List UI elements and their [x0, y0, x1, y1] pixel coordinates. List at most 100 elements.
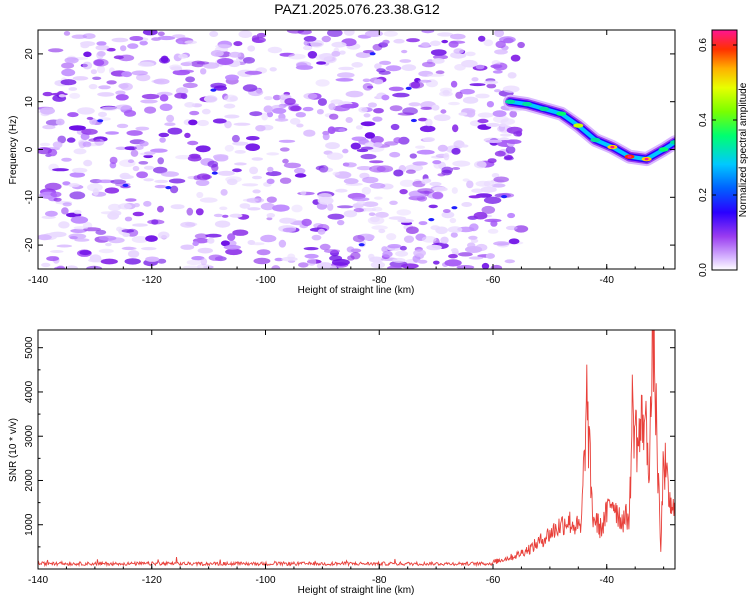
heatmap-noise-blob [327, 213, 345, 220]
heatmap-noise-blob [272, 204, 290, 212]
heatmap-noise-blob [193, 175, 201, 181]
heatmap-noise-blob [201, 174, 212, 180]
heatmap-noise-blob [266, 152, 280, 156]
heatmap-noise-blob [153, 78, 170, 85]
heatmap-noise-blob [249, 166, 259, 175]
heatmap-noise-blob [499, 123, 507, 127]
heatmap-noise-blob [98, 85, 111, 90]
heatmap-noise-blob [327, 30, 343, 37]
heatmap-noise-blob [450, 33, 466, 40]
heatmap-noise-blob [300, 190, 307, 196]
heatmap-noise-blob [279, 217, 294, 224]
heatmap-noise-blob [344, 162, 357, 168]
heatmap-noise-blob [307, 258, 317, 266]
heatmap-noise-blob [487, 158, 497, 164]
heatmap-noise-blob [494, 150, 506, 157]
heatmap-noise-blob [68, 87, 78, 91]
heatmap-noise-blob [416, 149, 435, 155]
heatmap-noise-blob [168, 178, 186, 184]
heatmap-noise-blob [68, 183, 80, 188]
heatmap-noise-blob [263, 96, 273, 101]
heatmap-noise-blob [315, 79, 330, 87]
heatmap-noise-blob [514, 225, 529, 233]
heatmap-noise-blob [421, 42, 430, 47]
heatmap-y-label: Frequency (Hz) [8, 116, 19, 185]
heatmap-noise-blob [73, 148, 87, 155]
heatmap-noise-blob [227, 233, 236, 241]
heatmap-noise-blob [385, 65, 402, 72]
heatmap-noise-blob [266, 178, 275, 184]
snr-y-tick-label: 1000 [24, 513, 35, 536]
heatmap-noise-blob [279, 147, 290, 152]
colorbar [711, 29, 738, 271]
heatmap-noise-blob [49, 231, 67, 238]
heatmap-ridge-point [573, 123, 584, 128]
heatmap-noise-blob [382, 39, 390, 45]
heatmap-noise-blob [399, 179, 415, 187]
heatmap-noise-blob [473, 211, 488, 220]
heatmap-noise-blob [475, 64, 485, 70]
heatmap-noise-blob [492, 110, 507, 117]
heatmap-noise-blob [184, 132, 191, 138]
heatmap-noise-blob [316, 262, 334, 269]
heatmap-noise-blob [220, 240, 230, 247]
heatmap-noise-blob [143, 200, 152, 207]
heatmap-noise-blob [316, 109, 324, 115]
colorbar-tick-label: 0.2 [698, 188, 709, 202]
heatmap-noise-peak [501, 195, 508, 199]
heatmap-noise-blob [422, 137, 435, 142]
heatmap-noise-blob [406, 38, 420, 43]
heatmap-noise-blob [117, 203, 132, 210]
heatmap-noise-blob [136, 73, 151, 82]
heatmap-noise-blob [157, 31, 165, 37]
heatmap-noise-blob [96, 179, 115, 184]
heatmap-noise-blob [435, 226, 448, 235]
heatmap-noise-blob [360, 146, 374, 150]
heatmap-noise-blob [492, 70, 503, 74]
heatmap-noise-blob [224, 120, 232, 129]
heatmap-noise-blob [157, 205, 164, 213]
heatmap-y-tick-label: 0 [24, 146, 35, 152]
heatmap-noise-blob [468, 256, 484, 260]
heatmap-noise-blob [261, 112, 269, 121]
heatmap-noise-blob [335, 188, 348, 193]
heatmap-noise-blob [459, 88, 475, 95]
heatmap-noise-blob [98, 111, 107, 118]
heatmap-noise-blob [124, 146, 137, 151]
heatmap-noise-blob [65, 265, 78, 269]
heatmap-noise-blob [159, 137, 166, 143]
heatmap-noise-blob [483, 80, 499, 85]
heatmap-noise-blob [58, 221, 70, 229]
heatmap-noise-blob [480, 186, 497, 193]
heatmap-noise-blob [177, 40, 184, 45]
heatmap-noise-blob [251, 37, 266, 43]
heatmap-noise-blob [42, 91, 53, 97]
heatmap-noise-blob [195, 145, 211, 153]
heatmap-noise-blob [253, 257, 271, 265]
heatmap-noise-blob [502, 85, 520, 93]
heatmap-noise-blob [361, 186, 372, 195]
heatmap-noise-blob [437, 32, 453, 37]
heatmap-noise-blob [82, 61, 93, 70]
heatmap-noise-blob [188, 119, 198, 126]
heatmap-noise-blob [331, 50, 341, 57]
heatmap-noise-blob [421, 236, 437, 243]
heatmap-noise-blob [507, 212, 516, 219]
heatmap-noise-blob [298, 262, 309, 268]
heatmap-layer [38, 30, 675, 269]
heatmap-noise-blob [337, 72, 355, 78]
heatmap-y-tick-label: 10 [24, 96, 35, 108]
heatmap-noise-blob [93, 58, 109, 67]
heatmap-noise-blob [131, 236, 149, 243]
heatmap-noise-blob [62, 181, 71, 186]
heatmap-noise-blob [271, 265, 281, 269]
heatmap-noise-blob [478, 35, 486, 42]
heatmap-noise-blob [369, 182, 386, 189]
heatmap-noise-blob [95, 229, 107, 235]
heatmap-noise-blob [389, 200, 398, 205]
heatmap-noise-blob [266, 217, 273, 221]
heatmap-noise-blob [356, 166, 372, 171]
heatmap-noise-blob [90, 69, 97, 75]
heatmap-noise-blob [199, 197, 218, 203]
heatmap-noise-blob [50, 191, 62, 198]
